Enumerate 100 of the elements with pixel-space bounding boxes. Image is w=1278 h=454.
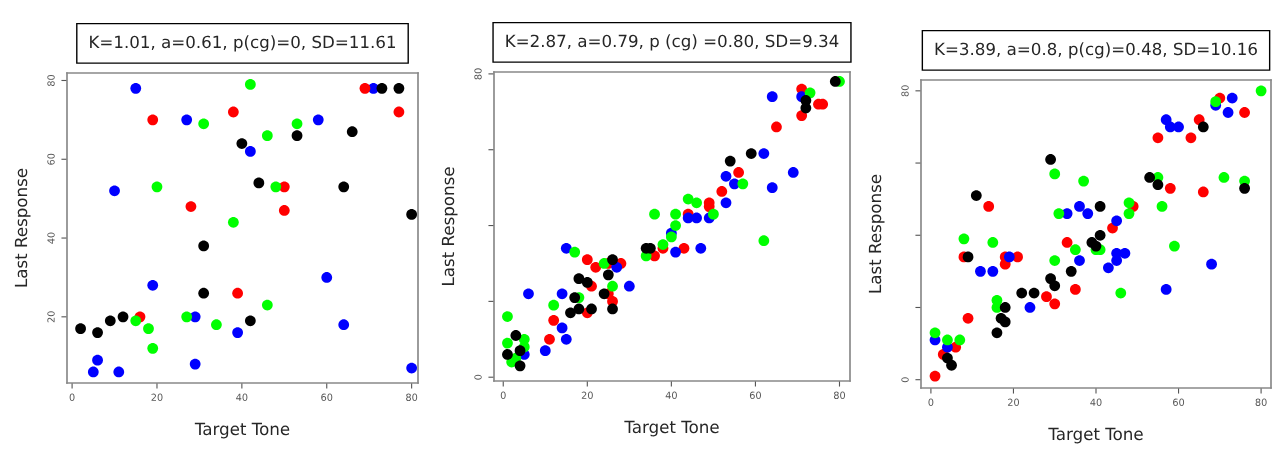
point <box>198 287 210 299</box>
point <box>724 155 736 167</box>
point <box>987 265 999 277</box>
point <box>987 237 999 248</box>
point <box>598 258 610 269</box>
point <box>312 114 324 126</box>
point <box>720 197 732 209</box>
point <box>92 327 103 338</box>
point <box>198 118 210 130</box>
x-tick-label: 80 <box>406 393 418 401</box>
point <box>548 299 560 311</box>
y-axis-title: Last Response <box>868 174 885 293</box>
point <box>189 358 201 370</box>
point <box>1185 132 1197 144</box>
point <box>406 209 418 220</box>
point <box>745 148 757 159</box>
point <box>649 208 660 220</box>
point <box>359 82 371 94</box>
point <box>544 333 555 345</box>
point <box>539 345 551 357</box>
point <box>602 269 614 281</box>
point <box>1061 237 1073 248</box>
point <box>232 287 243 299</box>
point <box>1173 121 1184 133</box>
point <box>1222 107 1234 118</box>
point <box>261 299 273 311</box>
point <box>1024 302 1036 313</box>
point <box>556 288 568 300</box>
y-tick-label: 20 <box>47 311 55 323</box>
x-tick-label: 40 <box>1090 398 1102 406</box>
point <box>376 82 388 94</box>
point <box>1069 244 1081 256</box>
point <box>1197 186 1209 198</box>
x-tick-label: 40 <box>236 393 248 401</box>
point <box>147 342 159 354</box>
point <box>678 242 690 254</box>
point <box>691 212 702 224</box>
point <box>1074 201 1085 212</box>
point <box>1226 92 1238 104</box>
point <box>406 362 418 374</box>
point <box>665 231 677 243</box>
point <box>1041 291 1052 303</box>
point <box>695 242 707 254</box>
point <box>321 272 333 283</box>
x-tick-label: 20 <box>581 391 593 399</box>
point <box>1074 255 1085 266</box>
x-tick-label: 60 <box>1173 398 1185 406</box>
point <box>244 79 256 90</box>
point <box>1206 258 1217 270</box>
x-tick-label: 80 <box>1255 398 1267 406</box>
point <box>232 327 243 338</box>
point <box>270 181 282 193</box>
point <box>598 288 610 300</box>
point <box>733 167 744 178</box>
point <box>1239 107 1250 118</box>
chart-title: K=3.89, a=0.8, p(cg)=0.48, SD=10.16 <box>935 42 1257 59</box>
point <box>502 311 513 322</box>
point <box>1123 208 1135 219</box>
point <box>1082 208 1094 219</box>
point <box>1078 175 1089 187</box>
point <box>929 327 941 339</box>
point <box>228 216 239 228</box>
point <box>502 337 513 349</box>
point <box>999 316 1011 328</box>
point <box>514 360 526 372</box>
x-tick-label: 20 <box>1007 398 1019 406</box>
point <box>737 178 749 190</box>
point <box>716 186 728 197</box>
point <box>1016 287 1028 299</box>
x-tick-label: 80 <box>833 391 846 399</box>
x-axis-title: Target Tone <box>194 422 290 439</box>
point <box>198 240 210 252</box>
point <box>708 208 719 220</box>
point <box>211 319 222 331</box>
point <box>607 280 618 292</box>
point <box>514 345 526 357</box>
point <box>338 181 350 193</box>
x-axis-title: Target Tone <box>624 420 719 437</box>
x-tick-label: 0 <box>69 393 75 401</box>
x-tick-label: 20 <box>151 393 163 401</box>
point <box>338 319 350 331</box>
point <box>1123 197 1135 209</box>
point <box>560 333 572 345</box>
point <box>244 146 256 157</box>
x-tick-label: 60 <box>749 391 761 399</box>
x-tick-label: 40 <box>665 391 677 399</box>
point <box>573 303 585 315</box>
point <box>1115 287 1127 299</box>
point <box>670 246 681 258</box>
point <box>236 138 248 149</box>
point <box>104 315 116 327</box>
point <box>130 315 142 327</box>
point <box>787 167 799 178</box>
point <box>766 91 778 103</box>
point <box>92 354 103 366</box>
point <box>1090 240 1102 252</box>
point <box>261 130 273 142</box>
point <box>291 118 303 130</box>
point <box>569 292 581 303</box>
point <box>109 185 120 197</box>
